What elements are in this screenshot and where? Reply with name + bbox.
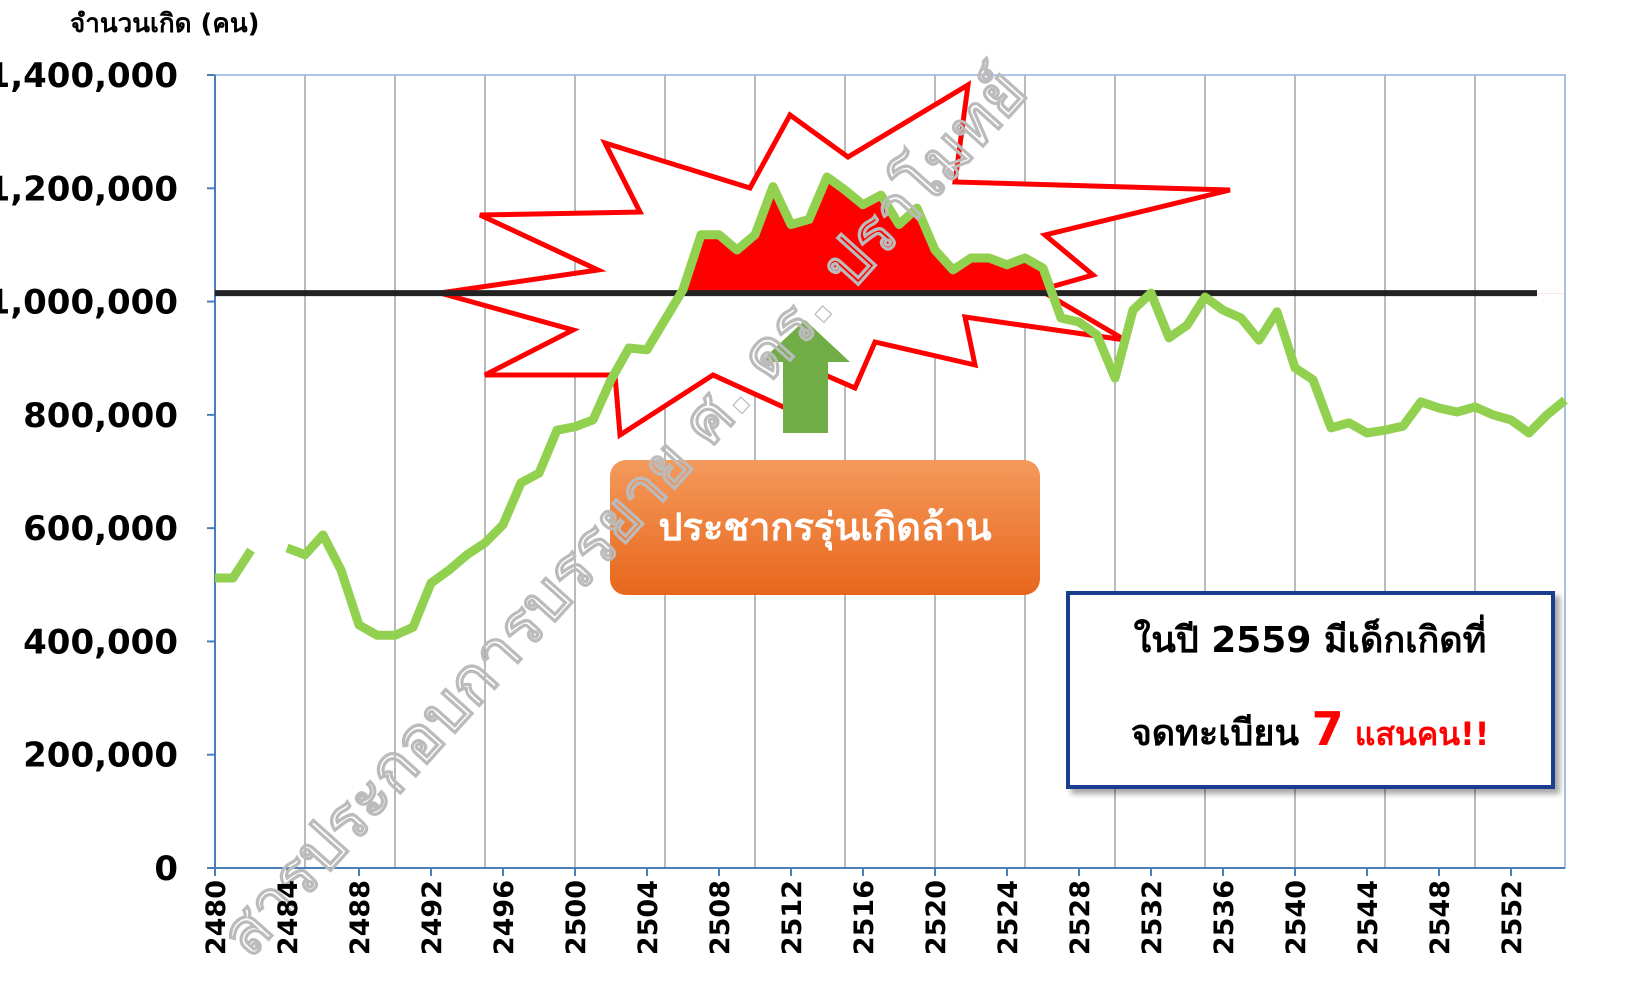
note-number: 7 [1312,702,1344,756]
x-tick-label: 2488 [345,880,376,955]
x-tick-label: 2492 [417,880,448,955]
x-tick-label: 2548 [1425,880,1456,955]
banner-box [610,460,1040,595]
y-tick-label: 1,200,000 [0,169,178,209]
y-tick-label: 1,400,000 [0,56,178,96]
x-tick-label: 2524 [993,880,1024,955]
x-tick-label: 2528 [1065,880,1096,955]
y-tick-label: 400,000 [23,622,178,662]
x-tick-label: 2520 [921,880,952,955]
note-part: แสนคน!! [1344,715,1490,753]
x-tick-label: 2484 [273,880,304,955]
y-tick-label: 200,000 [23,736,178,776]
y-axis-label: จำนวนเกิด (คน) [70,9,259,39]
x-tick-label: 2536 [1209,880,1240,955]
note-box [1066,591,1555,789]
x-tick-label: 2480 [201,880,232,955]
x-tick-label: 2540 [1281,880,1312,955]
note-line: ในปี 2559 มีเด็กเกิดที่ [1134,614,1487,661]
x-tick-label: 2512 [777,880,808,955]
y-tick-label: 600,000 [23,509,178,549]
x-tick-label: 2544 [1353,880,1384,955]
x-tick-label: 2508 [705,880,736,955]
above-threshold-area [680,176,1052,294]
x-tick-label: 2496 [489,880,520,955]
banner-text: ประชากรรุ่นเกิดล้าน [658,505,991,551]
y-tick-label: 0 [154,849,178,889]
y-tick-label: 800,000 [23,396,178,436]
note-line: จดทะเบียน 7 แสนคน!! [1131,702,1490,756]
x-tick-label: 2500 [561,880,592,955]
x-tick-label: 2552 [1497,880,1528,955]
x-tick-label: 2504 [633,880,664,955]
x-tick-label: 2516 [849,880,880,955]
up-arrow [760,320,850,433]
x-tick-label: 2532 [1137,880,1168,955]
y-tick-label: 1,000,000 [0,283,178,323]
data-line [215,172,1568,640]
note-part: จดทะเบียน [1131,713,1312,754]
